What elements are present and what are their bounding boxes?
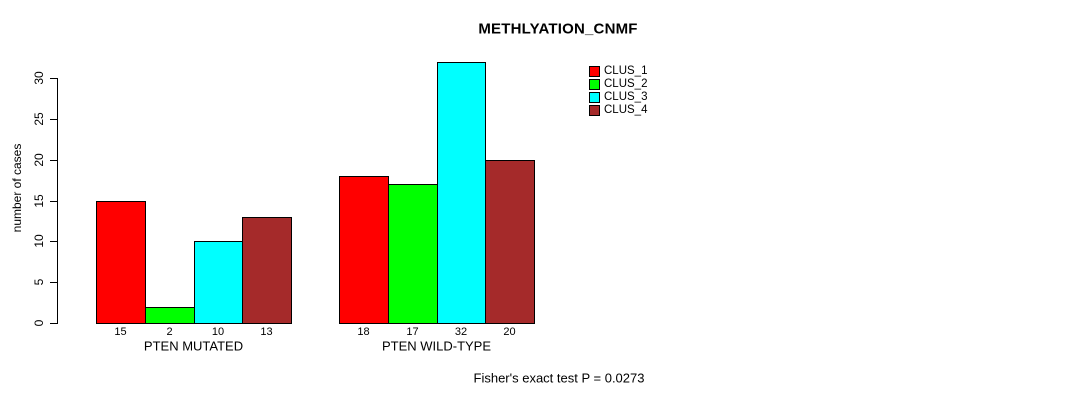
bar-clus_4-1 xyxy=(242,217,292,324)
bar-value-label: 18 xyxy=(357,326,370,338)
bar-clus_1-2 xyxy=(339,176,389,324)
y-tick-label: 25 xyxy=(32,112,46,126)
bar-value-label: 20 xyxy=(503,326,516,338)
y-axis-tick xyxy=(50,160,57,161)
category-label: PTEN MUTATED xyxy=(143,338,244,354)
y-axis-line xyxy=(57,78,58,324)
legend-label: CLUS_2 xyxy=(604,78,648,90)
y-axis-tick xyxy=(50,78,57,79)
bar-value-label: 10 xyxy=(211,326,225,338)
bar-value-label: 32 xyxy=(454,326,468,338)
bar-clus_1-1 xyxy=(96,201,146,324)
y-axis-tick xyxy=(50,119,57,120)
legend-label: CLUS_3 xyxy=(604,91,648,103)
legend-swatch-clus_1 xyxy=(589,66,600,77)
y-tick-label: 20 xyxy=(32,153,46,167)
y-tick-label: 0 xyxy=(32,319,46,327)
y-tick-label: 5 xyxy=(32,278,46,286)
legend-label: CLUS_1 xyxy=(604,65,648,77)
y-tick-label: 30 xyxy=(32,71,46,85)
legend-swatch-clus_2 xyxy=(589,79,600,90)
y-axis-tick xyxy=(50,201,57,202)
bar-clus_4-2 xyxy=(485,160,535,324)
y-axis-tick xyxy=(50,282,57,283)
bar-clus_3-2 xyxy=(437,62,486,324)
y-axis-tick xyxy=(50,323,57,324)
category-label: PTEN WILD-TYPE xyxy=(381,338,492,354)
chart-title: METHLYATION_CNMF xyxy=(478,20,638,38)
footnote: Fisher's exact test P = 0.0273 xyxy=(473,370,645,386)
bar-clus_2-1 xyxy=(145,307,195,324)
bar-value-label: 17 xyxy=(406,326,419,338)
legend-swatch-clus_3 xyxy=(589,92,600,103)
y-tick-label: 15 xyxy=(32,194,46,208)
bar-value-label: 13 xyxy=(260,326,273,338)
bar-clus_2-2 xyxy=(388,184,438,324)
bar-value-label: 2 xyxy=(166,326,173,338)
bar-value-label: 15 xyxy=(114,326,127,338)
y-tick-label: 10 xyxy=(32,234,46,248)
legend-swatch-clus_4 xyxy=(589,105,600,116)
bar-clus_3-1 xyxy=(194,241,243,324)
legend-label: CLUS_4 xyxy=(604,104,648,116)
y-axis-tick xyxy=(50,241,57,242)
y-axis-label: number of cases xyxy=(10,143,24,233)
